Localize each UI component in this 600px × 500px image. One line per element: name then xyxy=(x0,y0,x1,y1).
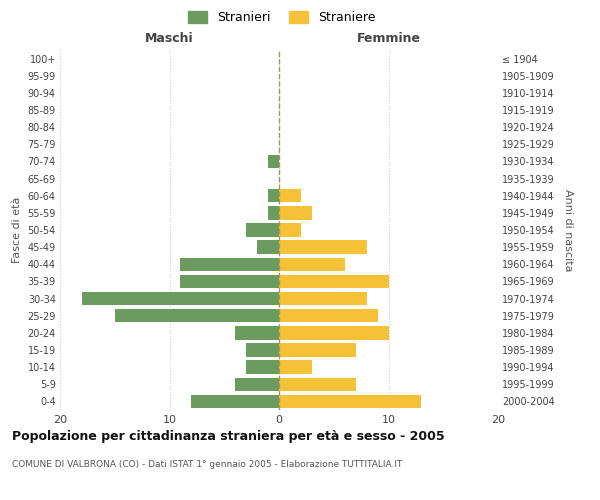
Bar xyxy=(268,189,279,202)
Bar xyxy=(279,224,301,236)
Bar xyxy=(235,378,279,391)
Bar xyxy=(268,206,279,220)
Bar xyxy=(279,240,367,254)
Bar xyxy=(246,344,279,356)
Bar xyxy=(279,360,312,374)
Text: Femmine: Femmine xyxy=(356,32,421,45)
Bar xyxy=(279,206,312,220)
Bar xyxy=(279,378,356,391)
Bar xyxy=(279,189,301,202)
Bar xyxy=(181,274,279,288)
Bar xyxy=(82,292,279,306)
Legend: Stranieri, Straniere: Stranieri, Straniere xyxy=(188,11,376,24)
Bar xyxy=(257,240,279,254)
Y-axis label: Fasce di età: Fasce di età xyxy=(12,197,22,263)
Text: Maschi: Maschi xyxy=(145,32,194,45)
Bar xyxy=(235,326,279,340)
Bar xyxy=(279,344,356,356)
Bar xyxy=(268,154,279,168)
Text: COMUNE DI VALBRONA (CO) - Dati ISTAT 1° gennaio 2005 - Elaborazione TUTTITALIA.I: COMUNE DI VALBRONA (CO) - Dati ISTAT 1° … xyxy=(12,460,403,469)
Bar xyxy=(279,326,389,340)
Bar xyxy=(246,224,279,236)
Bar xyxy=(115,309,279,322)
Bar xyxy=(279,274,389,288)
Bar xyxy=(279,309,377,322)
Bar xyxy=(181,258,279,271)
Bar xyxy=(191,394,279,408)
Y-axis label: Anni di nascita: Anni di nascita xyxy=(563,188,574,271)
Bar xyxy=(279,258,345,271)
Bar xyxy=(279,292,367,306)
Text: Popolazione per cittadinanza straniera per età e sesso - 2005: Popolazione per cittadinanza straniera p… xyxy=(12,430,445,443)
Bar xyxy=(279,394,421,408)
Bar xyxy=(246,360,279,374)
